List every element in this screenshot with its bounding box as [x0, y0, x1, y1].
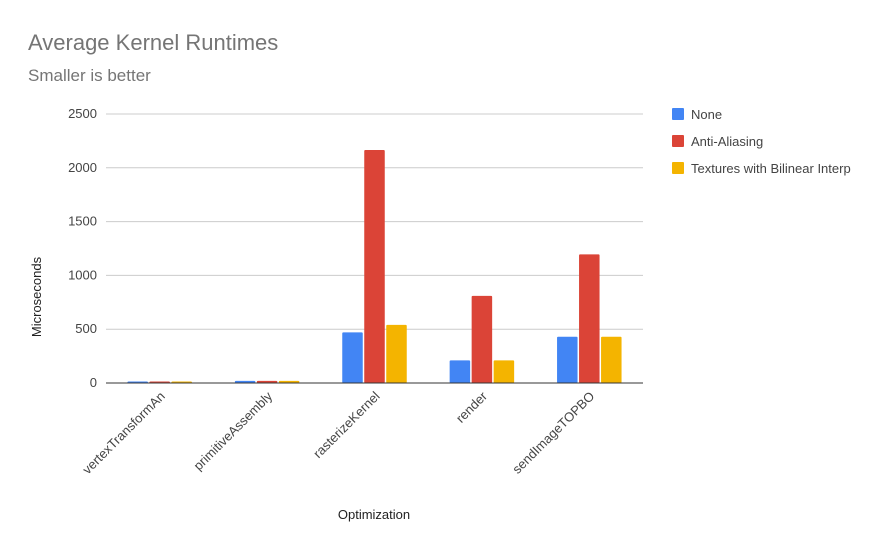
- bar: [601, 336, 622, 383]
- bar: [256, 380, 278, 383]
- y-tick-label: 500: [75, 321, 97, 336]
- bar: [342, 332, 363, 383]
- x-axis-title: Optimization: [338, 507, 410, 522]
- bar: [449, 360, 471, 383]
- chart-title: Average Kernel Runtimes: [28, 30, 279, 55]
- legend-label: None: [691, 107, 722, 122]
- legend-label: Anti-Aliasing: [691, 134, 763, 149]
- y-tick-label: 2000: [68, 160, 97, 175]
- bar: [471, 295, 493, 383]
- legend-swatch: [672, 108, 684, 120]
- bars: [127, 150, 622, 383]
- x-tick-label: rasterizeKernel: [310, 388, 383, 461]
- bar: [278, 380, 300, 383]
- chart-subtitle: Smaller is better: [28, 66, 151, 85]
- legend-swatch: [672, 135, 684, 147]
- y-tick-label: 1500: [68, 214, 97, 229]
- legend-label: Textures with Bilinear Interp: [691, 161, 851, 176]
- x-tick-label: render: [453, 388, 491, 426]
- bar: [234, 380, 256, 383]
- legend-swatch: [672, 162, 684, 174]
- y-tick-label: 2500: [68, 106, 97, 121]
- bar: [557, 336, 578, 383]
- x-tick-label: primitiveAssembly: [191, 388, 276, 473]
- legend: None Anti-Aliasing Textures with Bilinear …: [672, 107, 851, 176]
- bar: [493, 360, 515, 383]
- bar: [364, 150, 385, 383]
- y-tick-label: 1000: [68, 267, 97, 282]
- bar: [579, 254, 600, 383]
- y-tick-label: 0: [90, 375, 97, 390]
- x-tick-label: sendImageTOPBO: [509, 389, 597, 477]
- x-tick-label: vertexTransformAn: [79, 389, 167, 477]
- axes: 0 500 1000 1500 2000 2500 vertexTransformAn pri…: [68, 106, 643, 477]
- bar: [386, 324, 407, 383]
- y-axis-title: Microseconds: [29, 256, 44, 337]
